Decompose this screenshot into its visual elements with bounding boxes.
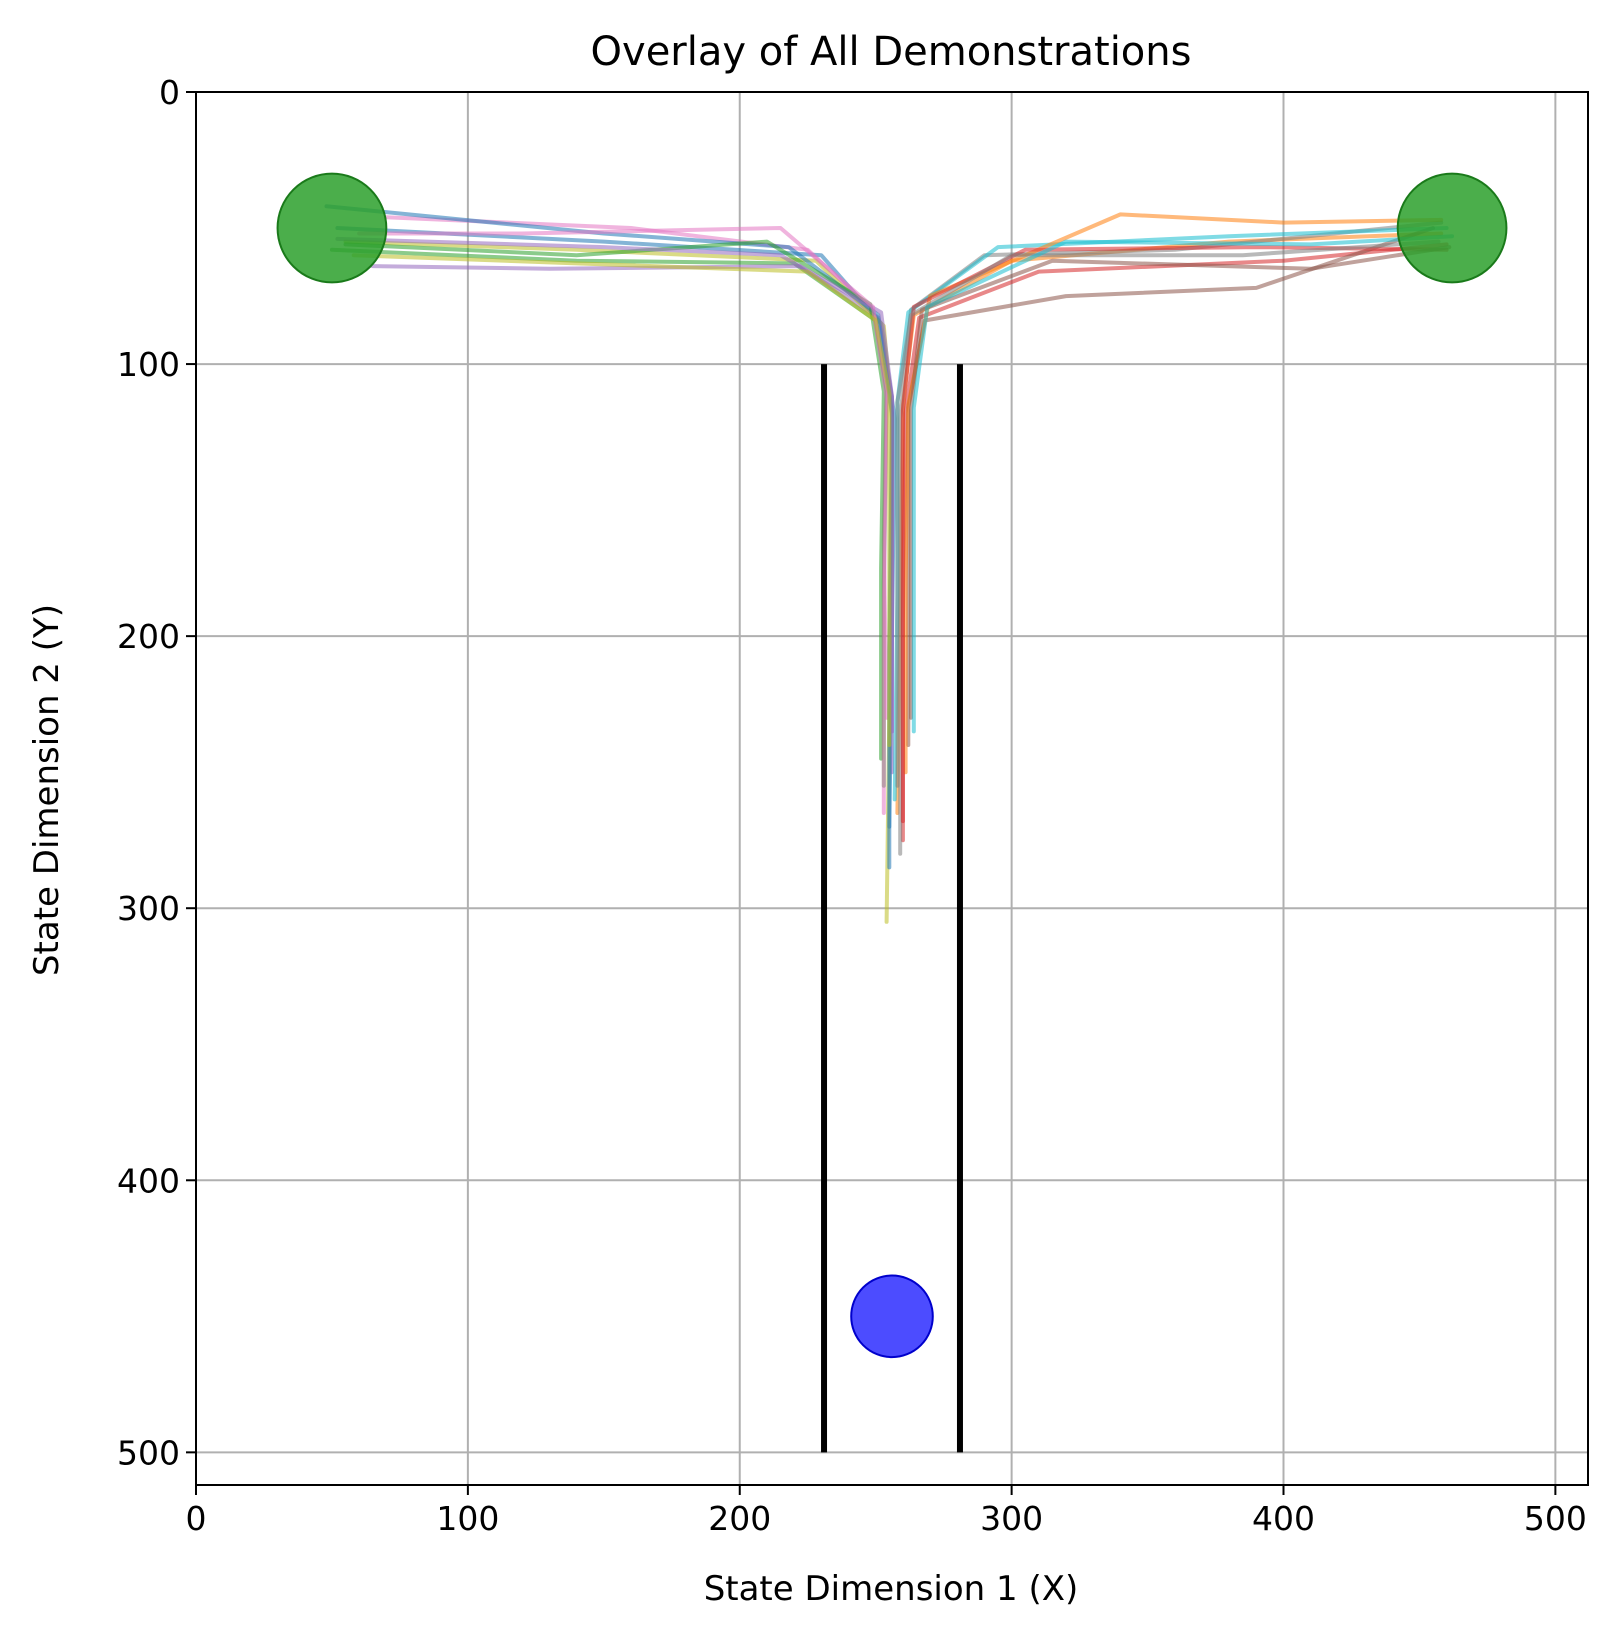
x-tick-label: 300 [980,1499,1043,1538]
trajectory-demo-10 [892,226,1449,802]
plot-frame [195,91,1589,1486]
x-tick-label: 200 [708,1499,771,1538]
trajectory-demo-18 [895,239,1441,788]
trajectory-demo-9 [343,239,894,924]
trajectory-demo-15 [335,236,894,734]
y-tick-label: 500 [117,1433,180,1472]
y-tick-label: 400 [117,1161,180,1200]
y-tick-label: 0 [159,73,180,112]
right-goal [1396,172,1508,284]
trajectory-demo-6 [906,226,1435,747]
y-tick-label: 100 [117,345,180,384]
trajectory-demo-17 [357,226,889,815]
chart-title: Overlay of All Demonstrations [591,29,1192,75]
trajectory-demo-4 [900,242,1449,843]
x-axis-label: State Dimension 1 (X) [704,1569,1079,1609]
trajectory-demo-7 [384,215,889,720]
trajectory-demo-8 [898,220,1444,856]
x-tick-label: 400 [1252,1499,1315,1538]
trajectory-demo-2 [895,231,1444,815]
start-marker [850,1274,934,1359]
y-axis-label: State Dimension 2 (Y) [27,604,67,976]
trajectory-demo-5 [370,264,894,775]
trajectory-demo-19 [351,253,892,747]
y-tick-label: 200 [117,617,180,656]
walls [821,364,963,1453]
trajectory-demo-11 [324,204,894,870]
trajectory-demo-16 [909,245,1452,720]
trajectory-demo-13 [343,239,886,761]
x-tick-label: 500 [1524,1499,1587,1538]
trajectories [324,204,1455,924]
x-tick-label: 100 [436,1499,499,1538]
trajectory-demo-1 [335,226,897,829]
trajectory-demo-3 [329,247,889,788]
trajectory-demo-20 [911,234,1455,734]
trajectory-demo-14 [900,245,1449,824]
markers [276,172,1508,1359]
trajectory-demo-12 [903,212,1444,775]
x-tick-label: 0 [186,1499,207,1538]
y-tick-label: 300 [117,889,180,928]
left-goal [276,172,388,284]
